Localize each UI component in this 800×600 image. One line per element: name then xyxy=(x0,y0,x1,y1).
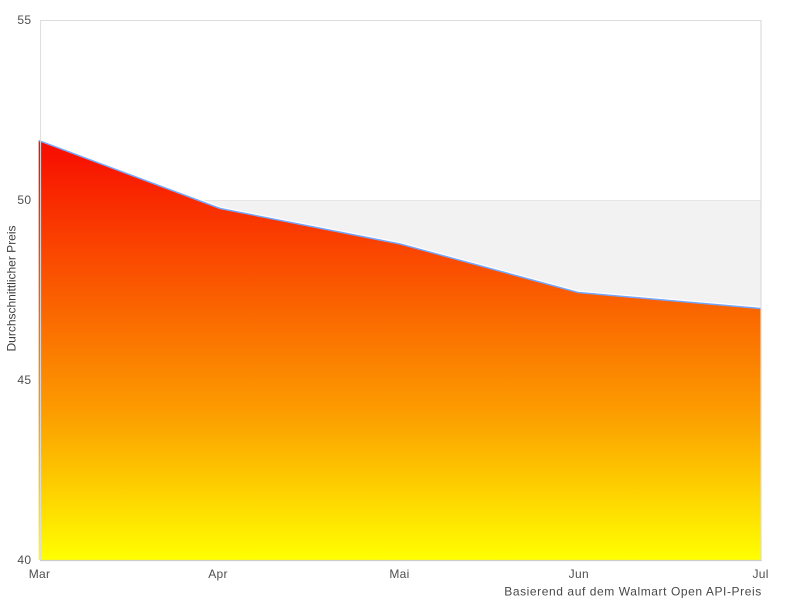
svg-text:45: 45 xyxy=(17,373,31,387)
svg-text:Jun: Jun xyxy=(569,567,589,581)
svg-text:Apr: Apr xyxy=(208,567,228,581)
svg-text:Jul: Jul xyxy=(752,567,768,581)
svg-text:Durchschnittlicher Preis: Durchschnittlicher Preis xyxy=(5,225,19,351)
svg-text:Mar: Mar xyxy=(29,567,51,581)
svg-text:40: 40 xyxy=(17,553,31,567)
svg-text:Basierend auf dem Walmart Open: Basierend auf dem Walmart Open API-Preis xyxy=(504,585,762,599)
svg-text:55: 55 xyxy=(17,13,31,27)
svg-text:50: 50 xyxy=(17,193,31,207)
svg-text:Mai: Mai xyxy=(389,567,409,581)
